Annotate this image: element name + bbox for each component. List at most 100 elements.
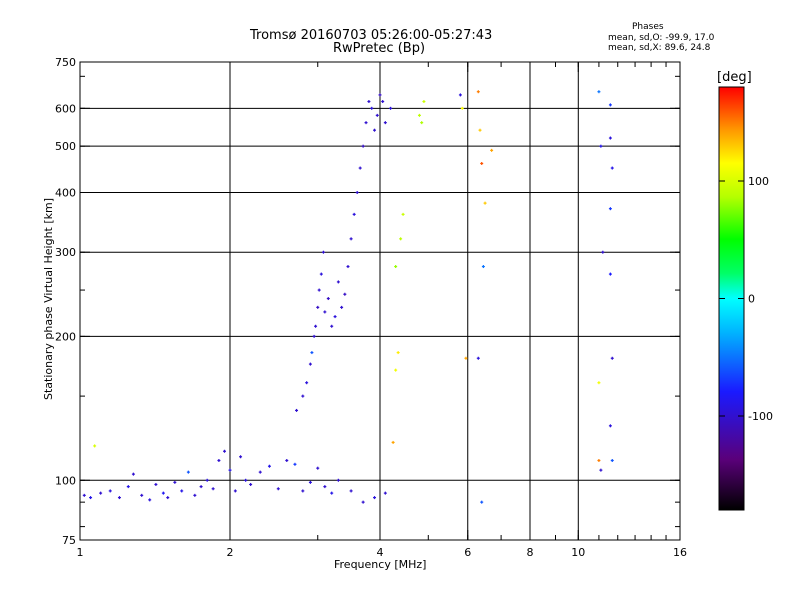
chart-title: Tromsø 20160703 05:26:00-05:27:43 [250, 28, 493, 43]
data-point [312, 334, 316, 338]
data-point [383, 121, 387, 125]
data-point [481, 265, 485, 269]
data-point [239, 455, 243, 459]
data-point [295, 408, 299, 412]
data-point [396, 351, 400, 355]
data-point [610, 458, 614, 462]
data-point [108, 489, 112, 493]
data-point [422, 100, 426, 104]
y-tick-label: 750 [55, 56, 76, 69]
data-point [608, 424, 612, 428]
data-point [285, 458, 289, 462]
data-point [244, 478, 248, 482]
x-tick-label: 16 [673, 546, 687, 559]
colorbar-ticks: 100 0 -100 [719, 175, 773, 423]
data-point [608, 207, 612, 211]
data-point [394, 368, 398, 372]
data-point [301, 394, 305, 398]
y-tick-label: 400 [55, 186, 76, 199]
data-point [608, 103, 612, 107]
x-tick-label: 4 [377, 546, 384, 559]
chart-subtitle: RwPretec (Bp) [333, 41, 426, 56]
data-point [333, 315, 337, 319]
data-point [476, 356, 480, 360]
data-point [389, 106, 393, 110]
x-tick-label: 10 [571, 546, 585, 559]
data-point [330, 491, 334, 495]
data-point [346, 265, 350, 269]
data-point [355, 190, 359, 194]
data-point [340, 305, 344, 309]
data-point [373, 496, 377, 500]
x-tick-label: 6 [464, 546, 471, 559]
data-point [301, 489, 305, 493]
data-point [420, 121, 424, 125]
data-point [180, 489, 184, 493]
data-point [336, 478, 340, 482]
x-tick-labels: 1 2 4 6 8 10 16 [77, 546, 688, 559]
data-point [610, 356, 614, 360]
data-point [323, 485, 327, 489]
data-point [258, 470, 262, 474]
x-axis-label: Frequency [MHz] [334, 558, 427, 571]
colorbar-tick-label: 100 [748, 175, 769, 188]
data-point [154, 482, 158, 486]
y-tick-labels: 75 100 200 300 400 500 600 750 [55, 56, 76, 547]
data-point [336, 280, 340, 284]
data-point [166, 496, 170, 500]
data-point [349, 489, 353, 493]
data-point [131, 472, 135, 476]
data-point [205, 478, 209, 482]
data-point [478, 128, 482, 132]
data-point [358, 166, 362, 170]
data-point [211, 487, 215, 491]
data-point [310, 351, 314, 355]
data-point [249, 482, 253, 486]
data-point [82, 493, 86, 497]
data-point [161, 491, 165, 495]
data-point [314, 324, 318, 328]
x-tick-label: 2 [227, 546, 234, 559]
data-point [458, 93, 462, 97]
data-point [394, 265, 398, 269]
data-point [375, 113, 379, 117]
data-point [383, 491, 387, 495]
data-point [148, 498, 152, 502]
data-point [367, 100, 371, 104]
data-point [89, 496, 93, 500]
data-point [364, 121, 368, 125]
y-tick-label: 100 [55, 474, 76, 487]
colorbar-tick-label: 0 [748, 293, 755, 306]
data-point [352, 212, 356, 216]
data-point [223, 449, 227, 453]
data-point [319, 272, 323, 276]
data-point [490, 148, 494, 152]
data-point [316, 305, 320, 309]
data-point [399, 237, 403, 241]
data-point [373, 128, 377, 132]
y-tick-label: 300 [55, 246, 76, 259]
data-point [483, 201, 487, 205]
data-point [117, 496, 121, 500]
y-tick-label: 75 [62, 534, 76, 547]
data-point [217, 458, 221, 462]
data-point [599, 468, 603, 472]
axis-ticks [79, 61, 681, 541]
data-point [476, 90, 480, 94]
data-point [199, 485, 203, 489]
data-point [361, 144, 365, 148]
data-point [267, 464, 271, 468]
data-point [321, 250, 325, 254]
data-point [228, 468, 232, 472]
data-point [93, 444, 97, 448]
colorbar-label: [deg] [717, 70, 752, 85]
y-tick-label: 500 [55, 140, 76, 153]
data-point [349, 237, 353, 241]
data-point [193, 493, 197, 497]
phases-x-stats: mean, sd,X: 89.6, 24.8 [608, 43, 711, 53]
data-point [599, 144, 603, 148]
data-point [401, 212, 405, 216]
data-point [610, 166, 614, 170]
x-tick-label: 1 [77, 546, 84, 559]
